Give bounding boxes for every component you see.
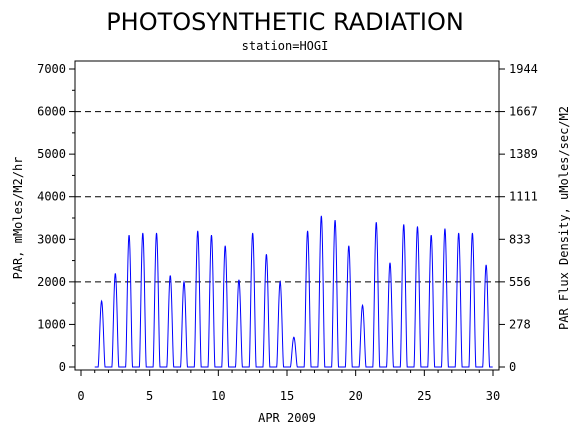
y-right-tick-label-1667: 1667 (509, 105, 538, 119)
x-tick-label-0: 0 (77, 389, 84, 403)
y-right-tick-label-1944: 1944 (509, 62, 538, 76)
y-left-tick-label-6000: 6000 (37, 105, 66, 119)
y-axis-label-right: PAR Flux Density, uMoles/sec/M2 (557, 106, 570, 330)
y-left-tick-label-7000: 7000 (37, 62, 66, 76)
par-series-line (94, 215, 493, 368)
y-left-tick-label-2000: 2000 (37, 275, 66, 289)
par-series (94, 215, 493, 368)
chart-title: PHOTOSYNTHETIC RADIATION (106, 8, 464, 36)
y-axis-label-left: PAR, mMoles/M2/hr (11, 157, 25, 280)
y-right-tick-label-556: 556 (509, 275, 531, 289)
y-left-tick-label-1000: 1000 (37, 317, 66, 331)
x-tick-label-10: 10 (211, 389, 225, 403)
y-left-tick-label-5000: 5000 (37, 147, 66, 161)
gridlines (75, 111, 499, 283)
axes: 0 1000 2000 3000 4000 5000 6000 7000 0 278 556 833 1… (37, 62, 538, 403)
x-tick-label-25: 25 (417, 389, 431, 403)
chart-subtitle: station=HOGI (242, 39, 329, 53)
y-left-tick-label-4000: 4000 (37, 190, 66, 204)
x-tick-label-20: 20 (348, 389, 362, 403)
x-tick-label-15: 15 (280, 389, 294, 403)
x-tick-label-30: 30 (486, 389, 500, 403)
y-right-tick-label-1111: 1111 (509, 190, 538, 204)
plot-frame (74, 60, 500, 371)
y-right-tick-label-0: 0 (509, 360, 516, 374)
y-left-tick-label-3000: 3000 (37, 232, 66, 246)
y-left-tick-label-0: 0 (59, 360, 66, 374)
x-axis-label: APR 2009 (258, 411, 316, 425)
y-right-tick-label-278: 278 (509, 317, 531, 331)
y-right-tick-label-1389: 1389 (509, 147, 538, 161)
x-tick-label-5: 5 (146, 389, 153, 403)
y-right-tick-label-833: 833 (509, 232, 531, 246)
